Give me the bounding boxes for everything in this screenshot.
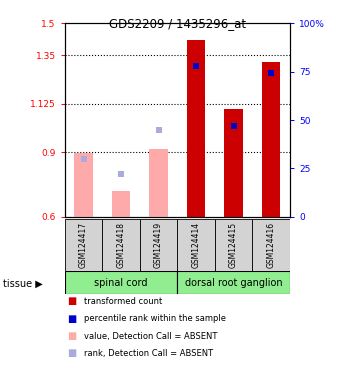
Text: GDS2209 / 1435296_at: GDS2209 / 1435296_at <box>109 17 246 30</box>
Bar <box>177 271 290 294</box>
Text: GSM124417: GSM124417 <box>79 222 88 268</box>
Text: transformed count: transformed count <box>84 297 162 306</box>
Text: rank, Detection Call = ABSENT: rank, Detection Call = ABSENT <box>84 349 213 358</box>
Bar <box>149 149 168 217</box>
Bar <box>262 62 280 217</box>
Bar <box>187 40 205 217</box>
Bar <box>65 271 177 294</box>
Text: GSM124419: GSM124419 <box>154 222 163 268</box>
Text: dorsal root ganglion: dorsal root ganglion <box>185 278 282 288</box>
Bar <box>224 109 243 217</box>
Text: value, Detection Call = ABSENT: value, Detection Call = ABSENT <box>84 331 217 341</box>
Text: GSM124414: GSM124414 <box>192 222 201 268</box>
Bar <box>177 219 215 271</box>
Text: tissue ▶: tissue ▶ <box>3 278 43 288</box>
Text: GSM124416: GSM124416 <box>267 222 276 268</box>
Text: percentile rank within the sample: percentile rank within the sample <box>84 314 225 323</box>
Bar <box>102 219 140 271</box>
Bar <box>74 153 93 217</box>
Text: ■: ■ <box>67 296 76 306</box>
Text: GSM124418: GSM124418 <box>117 222 125 268</box>
Bar <box>65 219 102 271</box>
Text: ■: ■ <box>67 331 76 341</box>
Bar <box>140 219 177 271</box>
Text: ■: ■ <box>67 314 76 324</box>
Text: spinal cord: spinal cord <box>94 278 148 288</box>
Bar <box>215 219 252 271</box>
Text: ■: ■ <box>67 348 76 358</box>
Text: GSM124415: GSM124415 <box>229 222 238 268</box>
Bar <box>252 219 290 271</box>
Bar <box>112 191 130 217</box>
